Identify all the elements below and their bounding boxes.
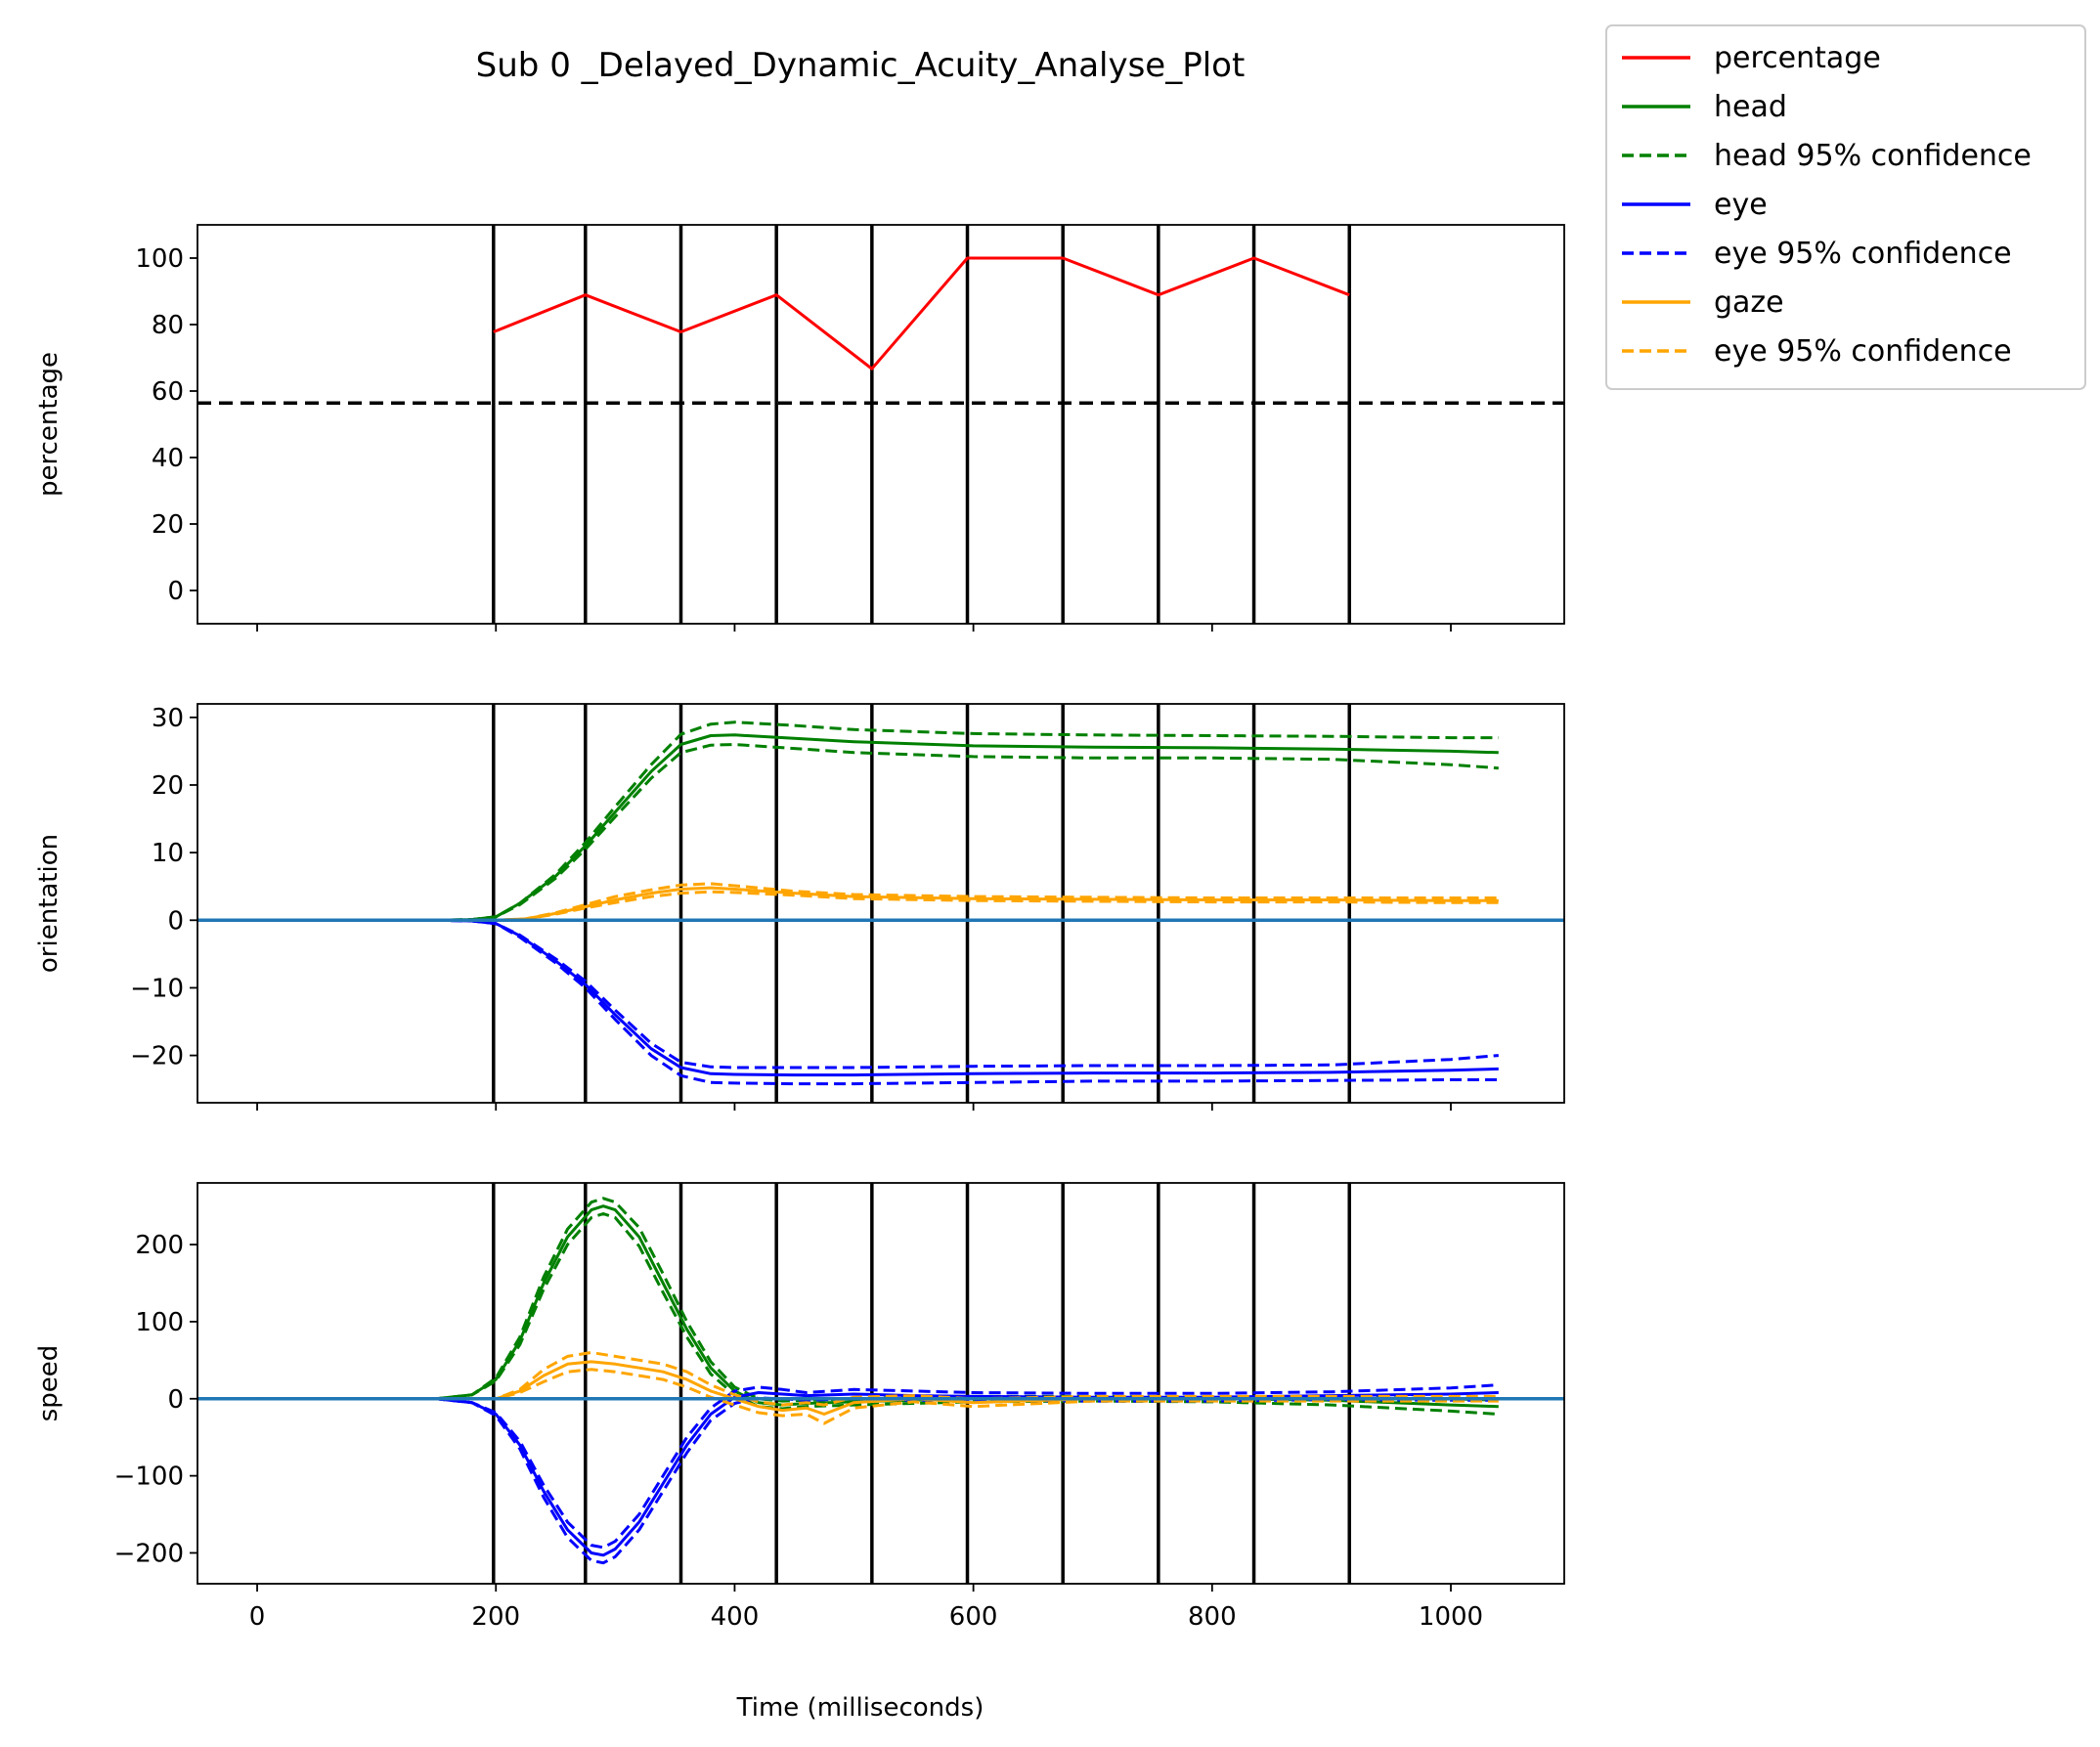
chart-title: Sub 0 _Delayed_Dynamic_Acuity_Analyse_Pl… xyxy=(476,46,1246,85)
legend-entry: eye xyxy=(1622,188,1768,222)
series-head-ci xyxy=(257,1212,1499,1416)
series-head-ci xyxy=(257,743,1499,922)
axes-frame xyxy=(197,224,1565,625)
plot-area xyxy=(197,704,1564,1103)
y-tick-label: −100 xyxy=(114,1463,184,1492)
legend-label: eye 95% confidence xyxy=(1714,334,2012,369)
x-tick-label: 200 xyxy=(471,1602,520,1632)
y-tick-label: 20 xyxy=(152,510,184,540)
series-eye xyxy=(257,918,1499,1077)
y-axis-label: percentage xyxy=(34,352,64,497)
legend-label: head xyxy=(1714,90,1787,124)
legend-label: head 95% confidence xyxy=(1714,139,2032,173)
plot-area xyxy=(197,1183,1564,1584)
x-axis-label: Time (milliseconds) xyxy=(736,1693,984,1723)
series-gaze xyxy=(257,886,1499,922)
y-tick-label: 60 xyxy=(152,377,184,407)
y-tick-label: 0 xyxy=(167,577,184,606)
legend-frame xyxy=(1605,24,2086,390)
x-tick-label: 400 xyxy=(711,1602,760,1632)
series-gaze-ci xyxy=(257,890,1499,922)
series-head xyxy=(257,733,1499,922)
series-gaze-ci xyxy=(257,1368,1499,1425)
legend-entry: gaze xyxy=(1622,285,1784,320)
legend-entry: head 95% confidence xyxy=(1622,139,2032,173)
series-gaze-ci xyxy=(257,882,1499,922)
legend-label: percentage xyxy=(1714,41,1881,75)
series-eye-ci xyxy=(257,1396,1499,1565)
x-tick-label: 1000 xyxy=(1419,1602,1483,1632)
series-eye-ci xyxy=(257,918,1499,1070)
x-tick-label: 0 xyxy=(249,1602,266,1632)
y-tick-label: −200 xyxy=(114,1539,184,1568)
series-percentage xyxy=(493,256,1350,371)
legend-entry: percentage xyxy=(1622,41,1881,75)
series-head xyxy=(257,1204,1499,1409)
series-eye-ci xyxy=(257,918,1499,1086)
y-tick-label: 100 xyxy=(135,244,184,274)
x-tick-label: 800 xyxy=(1188,1602,1237,1632)
legend-entry: eye 95% confidence xyxy=(1622,334,2012,369)
axes-frame xyxy=(197,1182,1565,1585)
legend-entry: eye 95% confidence xyxy=(1622,237,2012,271)
axes-frame xyxy=(197,703,1565,1104)
y-tick-label: 200 xyxy=(135,1231,184,1260)
legend-label: eye 95% confidence xyxy=(1714,237,2012,271)
y-axis-label: speed xyxy=(34,1345,64,1422)
y-tick-label: 80 xyxy=(152,311,184,340)
y-tick-label: 0 xyxy=(167,906,184,936)
y-tick-label: 0 xyxy=(167,1385,184,1415)
y-tick-label: 30 xyxy=(152,704,184,733)
y-tick-label: −20 xyxy=(130,1042,184,1071)
legend-entry: head xyxy=(1622,90,1787,124)
y-axis-label: orientation xyxy=(34,834,64,973)
legend-label: eye xyxy=(1714,188,1768,222)
subplot-orientation: −20 −10 0 10 20 30 orientation xyxy=(34,703,1565,1111)
y-tick-label: 40 xyxy=(152,444,184,473)
series-head-ci xyxy=(257,1197,1499,1403)
legend-label: gaze xyxy=(1714,285,1784,320)
series-eye xyxy=(257,1391,1499,1557)
y-tick-label: −10 xyxy=(130,974,184,1003)
subplot-speed: −200 −100 0 100 200 0 200 400 600 800 1000 speed xyxy=(34,1182,1565,1632)
legend: percentage head head 95% confidence eye eye … xyxy=(1605,24,2086,390)
y-tick-label: 100 xyxy=(135,1308,184,1337)
subplot-percentage: 0 20 40 60 80 100 percentage xyxy=(34,224,1565,632)
y-tick-label: 20 xyxy=(152,771,184,801)
y-tick-label: 10 xyxy=(152,839,184,868)
series-gaze-ci xyxy=(257,1351,1499,1407)
subplots: 020406080100percentage−20−100102030orien… xyxy=(34,224,1565,1632)
x-tick-label: 600 xyxy=(949,1602,998,1632)
series-eye-ci xyxy=(257,1383,1499,1550)
plot-area xyxy=(197,225,1564,624)
series-head-ci xyxy=(257,721,1499,922)
